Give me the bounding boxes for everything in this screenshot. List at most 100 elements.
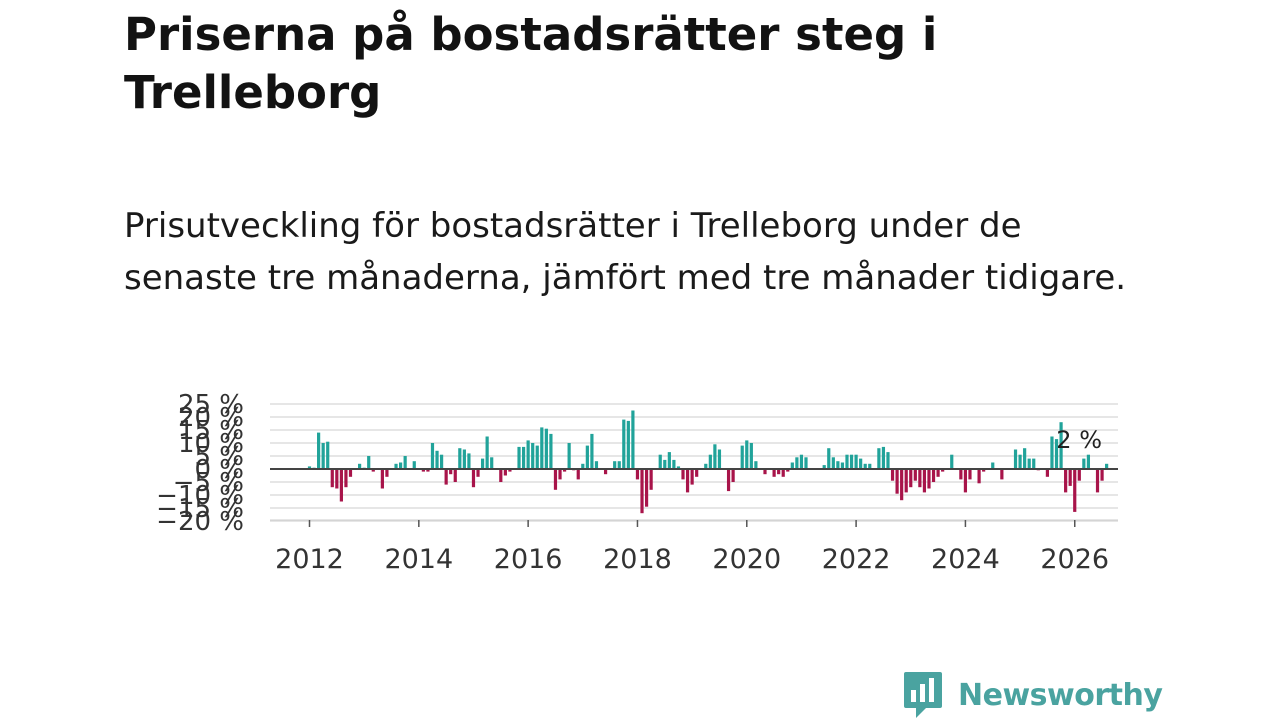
bar [1100,469,1104,481]
bar [868,463,872,469]
bar [977,469,981,484]
bar [831,457,835,469]
bar [900,469,904,501]
bar [490,457,494,469]
bar [603,469,608,475]
bar [394,463,398,469]
bar [531,443,535,469]
bar [941,469,945,472]
bar [822,465,826,469]
bar [790,462,794,469]
bar [613,461,617,469]
bar [558,469,562,480]
bar [804,457,808,469]
y-axis-labels: 25 %20 %15 %10 %5 %0 %−5 %−10 %−15 %−20 … [156,390,244,537]
bar [317,432,321,469]
bar [403,456,407,469]
bar [426,469,430,472]
bar [590,433,594,469]
bar [667,452,671,469]
bar [1077,469,1081,481]
bar [676,466,681,469]
bar [695,469,699,477]
bar [326,441,330,469]
bar [890,469,895,481]
bar [726,469,731,492]
bar [922,469,927,493]
y-tick-label: −5 % [173,468,244,498]
bar [458,448,462,469]
bar [786,469,790,472]
bar [749,443,753,469]
bar [371,469,375,472]
bar [913,469,917,481]
bar [321,443,325,469]
x-tick-label: 2026 [1040,544,1109,575]
brand-name: Newsworthy [958,677,1163,713]
bar [863,463,867,469]
bar [367,456,371,469]
bar [439,454,444,469]
bar [449,469,453,475]
bar [959,469,963,480]
bar [339,469,343,502]
bar [731,469,735,482]
grid-lines [270,403,1118,522]
bar [849,454,854,469]
bar [444,469,448,485]
bar [1086,454,1091,469]
bar [886,452,890,469]
bar [1059,422,1063,469]
bar [380,469,384,489]
brand: Newsworthy [902,670,1163,720]
bar [1095,469,1100,493]
bar [399,462,403,469]
bar [549,433,553,469]
bar [918,469,922,488]
bar [840,462,845,469]
bar [635,469,640,480]
bar [991,462,995,469]
bar [631,410,635,469]
bar [626,420,630,469]
bar [567,443,571,469]
bar [430,443,435,469]
bar [330,469,334,488]
bar [763,469,767,475]
bar [713,444,717,469]
x-axis: 2012 2014 2016 2018 2020 2022 2024 2026 [270,519,1118,575]
bar [526,440,530,469]
bar [1073,469,1077,512]
bar [435,450,439,469]
bar [644,469,649,507]
y-tick-label: 10 % [178,429,244,459]
newsworthy-logo-icon [904,672,942,718]
bar [1000,469,1004,480]
bar [467,453,471,469]
bar [553,469,558,490]
y-tick-label: −15 % [156,494,244,524]
bar [968,469,972,480]
page-subtitle: Prisutveckling för bostadsrätter i Trell… [124,206,1127,298]
bar [690,469,694,485]
bar [672,459,676,469]
y-tick-label: 0 % [194,455,244,485]
bar [685,469,690,493]
bar [827,448,831,469]
bar [562,469,567,472]
bar [453,469,457,482]
bar [535,445,539,469]
bar [772,469,776,477]
y-tick-label: 5 % [194,442,244,472]
bar [717,449,722,469]
bar [799,454,804,469]
bar [503,469,507,476]
bar [1054,439,1059,469]
bar [508,469,512,472]
y-tick-label: 15 % [178,416,244,446]
bar [845,454,849,469]
x-tick-label: 2014 [384,544,453,575]
bar [777,469,781,475]
bar [909,469,913,488]
